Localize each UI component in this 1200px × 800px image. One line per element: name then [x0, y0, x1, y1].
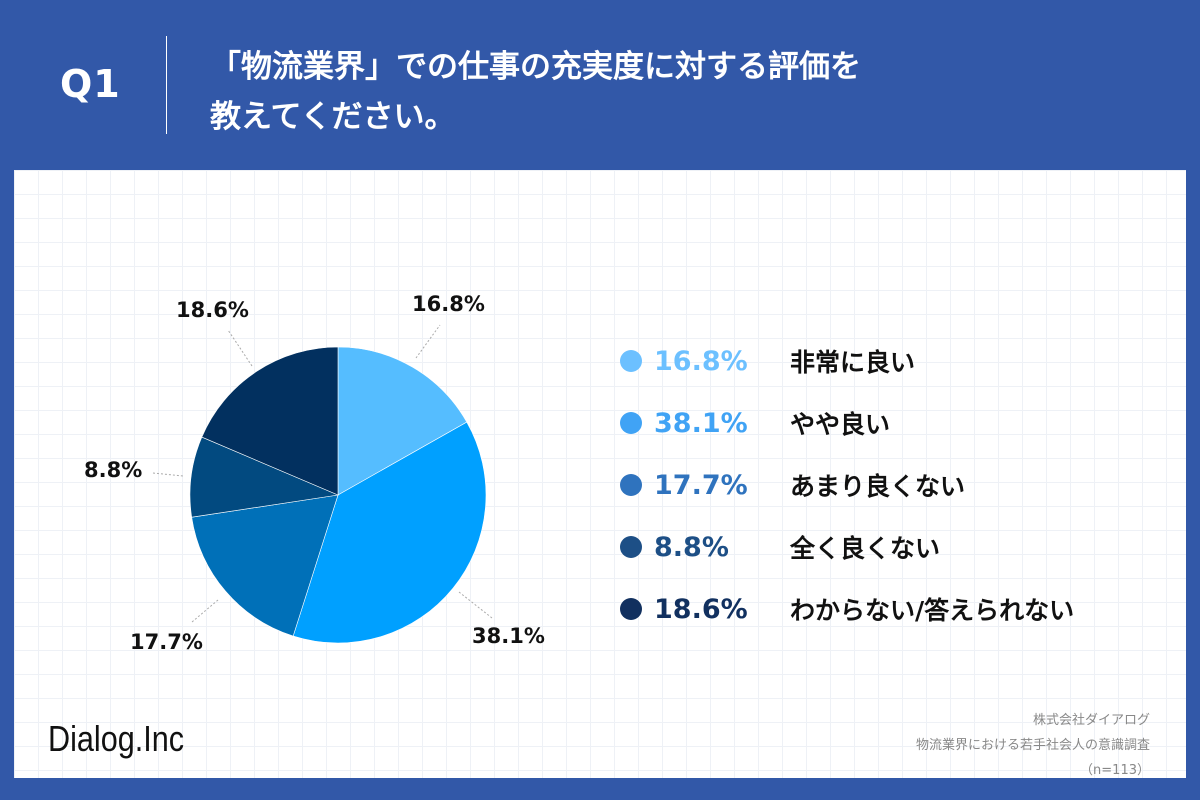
pie-label-dont-know: 18.6%	[176, 298, 249, 322]
pie-label-somewhat-good: 38.1%	[472, 624, 545, 648]
legend-dot-icon	[620, 412, 642, 434]
pie-label-very-good: 16.8%	[412, 292, 485, 316]
legend-pct: 8.8%	[654, 531, 729, 563]
pie-slice	[201, 346, 339, 496]
pie-slices	[189, 346, 487, 644]
legend-pct: 38.1%	[654, 407, 748, 439]
legend-label: 全く良くない	[790, 534, 941, 563]
source-note: 株式会社ダイアログ 物流業界における若手社会人の意識調査 （n=113）	[916, 708, 1150, 783]
legend-label: 非常に良い	[790, 348, 916, 377]
legend: 16.8% 非常に良い 38.1% やや良い 17.7% あまり良くない 8.8…	[620, 330, 1074, 640]
legend-item: 8.8% 全く良くない	[620, 516, 1074, 578]
header-divider	[166, 36, 167, 134]
pie-slice	[189, 436, 340, 518]
pie-label-not-good: 8.8%	[84, 458, 143, 482]
source-company: 株式会社ダイアログ	[1032, 713, 1150, 728]
question-number: Q1	[60, 62, 121, 106]
legend-dot-icon	[620, 536, 642, 558]
title-line-1: 「物流業界」での仕事の充実度に対する評価を	[210, 49, 861, 85]
legend-label: あまり良くない	[790, 472, 966, 501]
legend-item: 38.1% やや良い	[620, 392, 1074, 454]
header: Q1 「物流業界」での仕事の充実度に対する評価を 教えてください。	[0, 0, 1200, 170]
legend-dot-icon	[620, 474, 642, 496]
source-sample-size: （n=113）	[1080, 763, 1150, 778]
legend-item: 18.6% わからない/答えられない	[620, 578, 1074, 640]
legend-dot-icon	[620, 350, 642, 372]
legend-item: 17.7% あまり良くない	[620, 454, 1074, 516]
source-survey: 物流業界における若手社会人の意識調査	[915, 738, 1150, 753]
legend-pct: 16.8%	[654, 345, 748, 377]
legend-item: 16.8% 非常に良い	[620, 330, 1074, 392]
title-line-2: 教えてください。	[210, 99, 456, 135]
pie-slice	[191, 494, 339, 637]
pie-slice	[337, 346, 468, 496]
pie-slice	[292, 421, 487, 644]
legend-label: やや良い	[790, 410, 891, 439]
pie-label-not-very-good: 17.7%	[130, 630, 203, 654]
legend-pct: 17.7%	[654, 469, 748, 501]
legend-pct: 18.6%	[654, 593, 748, 625]
company-logo: Dialog.Inc	[48, 718, 185, 759]
legend-dot-icon	[620, 598, 642, 620]
leader-lines	[152, 324, 493, 623]
legend-label: わからない/答えられない	[790, 596, 1075, 625]
question-title: 「物流業界」での仕事の充実度に対する評価を 教えてください。	[210, 42, 861, 142]
